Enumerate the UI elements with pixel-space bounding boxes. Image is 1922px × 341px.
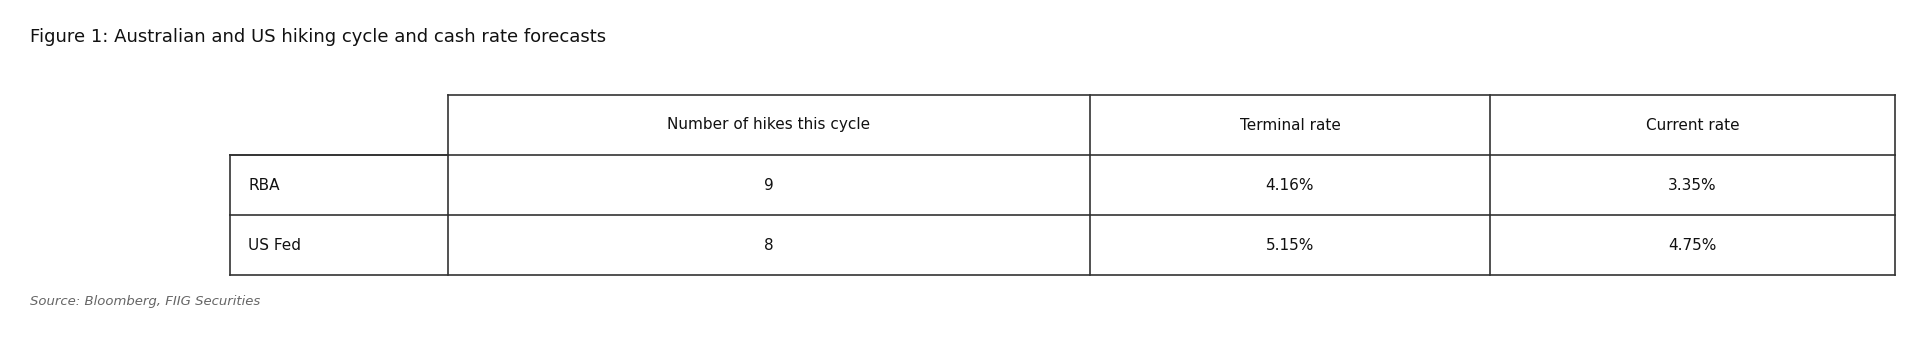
Text: Figure 1: Australian and US hiking cycle and cash rate forecasts: Figure 1: Australian and US hiking cycle… [31, 28, 605, 46]
Text: 4.75%: 4.75% [1668, 237, 1716, 252]
Text: RBA: RBA [248, 178, 279, 193]
Text: 3.35%: 3.35% [1668, 178, 1716, 193]
Text: Terminal rate: Terminal rate [1240, 118, 1340, 133]
Text: 9: 9 [765, 178, 775, 193]
Text: 8: 8 [765, 237, 775, 252]
Text: 4.16%: 4.16% [1267, 178, 1315, 193]
Text: US Fed: US Fed [248, 237, 302, 252]
Text: 5.15%: 5.15% [1267, 237, 1315, 252]
Text: Current rate: Current rate [1645, 118, 1739, 133]
Text: Number of hikes this cycle: Number of hikes this cycle [667, 118, 871, 133]
Text: Source: Bloomberg, FIIG Securities: Source: Bloomberg, FIIG Securities [31, 295, 259, 308]
